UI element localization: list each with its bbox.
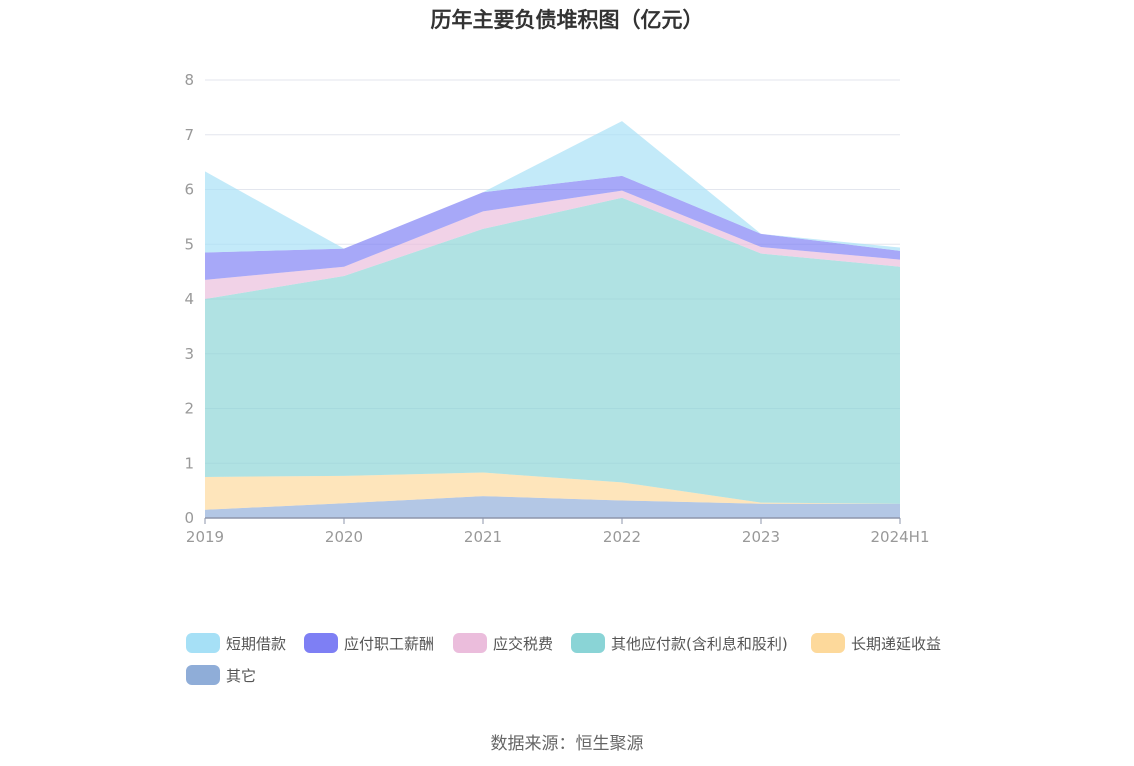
area-series-4 (205, 175, 900, 280)
legend-label: 其它 (226, 666, 257, 685)
y-tick-label: 4 (184, 290, 194, 308)
x-tick-label: 2023 (742, 528, 780, 546)
legend-label: 其他应付款(含利息和股利) (611, 634, 788, 653)
y-tick-label: 1 (184, 454, 194, 472)
data-source-note: 数据来源：恒生聚源 (490, 734, 644, 754)
legend-label: 应交税费 (493, 634, 554, 653)
y-tick-label: 0 (184, 509, 194, 527)
x-tick-label: 2019 (186, 528, 224, 546)
x-tick-label: 2020 (325, 528, 363, 546)
area-series-0 (205, 496, 900, 518)
legend-swatch (186, 665, 220, 685)
y-tick-label: 7 (184, 126, 194, 144)
area-series-1 (205, 472, 900, 510)
y-tick-label: 3 (184, 345, 194, 363)
legend-swatch (811, 633, 845, 653)
area-series-5 (205, 121, 900, 253)
legend-swatch (571, 633, 605, 653)
legend-item[interactable]: 短期借款 (186, 632, 286, 654)
y-tick-label: 8 (184, 71, 194, 89)
area-series-3 (205, 190, 900, 299)
y-tick-label: 5 (184, 235, 194, 253)
area-series (205, 121, 900, 518)
legend-item[interactable]: 应付职工薪酬 (304, 632, 434, 654)
legend-label: 应付职工薪酬 (344, 634, 435, 653)
legend-item[interactable]: 应交税费 (453, 632, 553, 654)
y-tick-label: 2 (184, 400, 194, 418)
axes: 0 1 2 3 4 5 6 7 8 2019 2020 2021 2022 2023 2024H1 (184, 71, 929, 546)
legend-label: 短期借款 (226, 634, 287, 653)
y-tick-label: 6 (184, 181, 194, 199)
area-series-2 (205, 197, 900, 504)
x-tick-label: 2021 (464, 528, 502, 546)
legend-item[interactable]: 其它 (186, 664, 256, 686)
x-tick-label: 2024H1 (871, 528, 930, 546)
legend-swatch (453, 633, 487, 653)
legend-label: 长期递延收益 (851, 634, 942, 653)
legend-swatch (304, 633, 338, 653)
legend-item[interactable]: 其他应付款(含利息和股利) (571, 632, 788, 654)
chart-title: 历年主要负债堆积图（亿元） (430, 8, 704, 32)
legend-swatch (186, 633, 220, 653)
x-tick-label: 2022 (603, 528, 641, 546)
legend-item[interactable]: 长期递延收益 (811, 632, 941, 654)
